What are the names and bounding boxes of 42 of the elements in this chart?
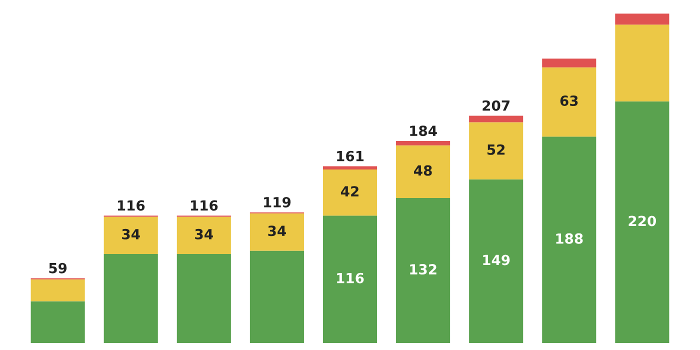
total-label: 119 [264,196,291,208]
total-label: 116 [190,200,218,211]
data-label: 52 [487,144,505,155]
data-label: 220 [628,216,656,226]
bar [104,216,158,254]
data-label: 116 [337,272,364,284]
bar [542,58,596,68]
bar [396,198,450,343]
data-label: 48 [414,165,432,176]
bar [176,254,231,343]
bar [469,179,524,343]
bar [30,301,85,343]
total-label: 161 [337,150,364,162]
data-label: 63 [560,96,578,106]
data-label: 34 [122,228,140,240]
data-label: 188 [556,233,583,244]
data-label: 42 [340,186,358,196]
data-label: 132 [410,264,436,275]
bar [542,136,596,343]
total-label: 59 [49,262,67,274]
bar [250,250,304,343]
bar [176,216,231,254]
bar [250,213,304,251]
bar [322,216,378,343]
bar [104,254,158,343]
bar [30,279,85,302]
total-label: 116 [118,200,145,211]
total-label: 184 [410,126,437,136]
bar [322,166,378,170]
bar [615,14,670,25]
bar [615,24,670,102]
bar [542,67,596,137]
data-label: 34 [268,226,286,236]
data-label: 149 [483,254,510,266]
bar [615,101,670,343]
bar [396,145,450,198]
data-label: 34 [195,228,213,240]
total-label: 207 [482,100,510,111]
bar [322,170,378,216]
bar [396,140,450,146]
bar [469,122,524,180]
bar [469,116,524,122]
